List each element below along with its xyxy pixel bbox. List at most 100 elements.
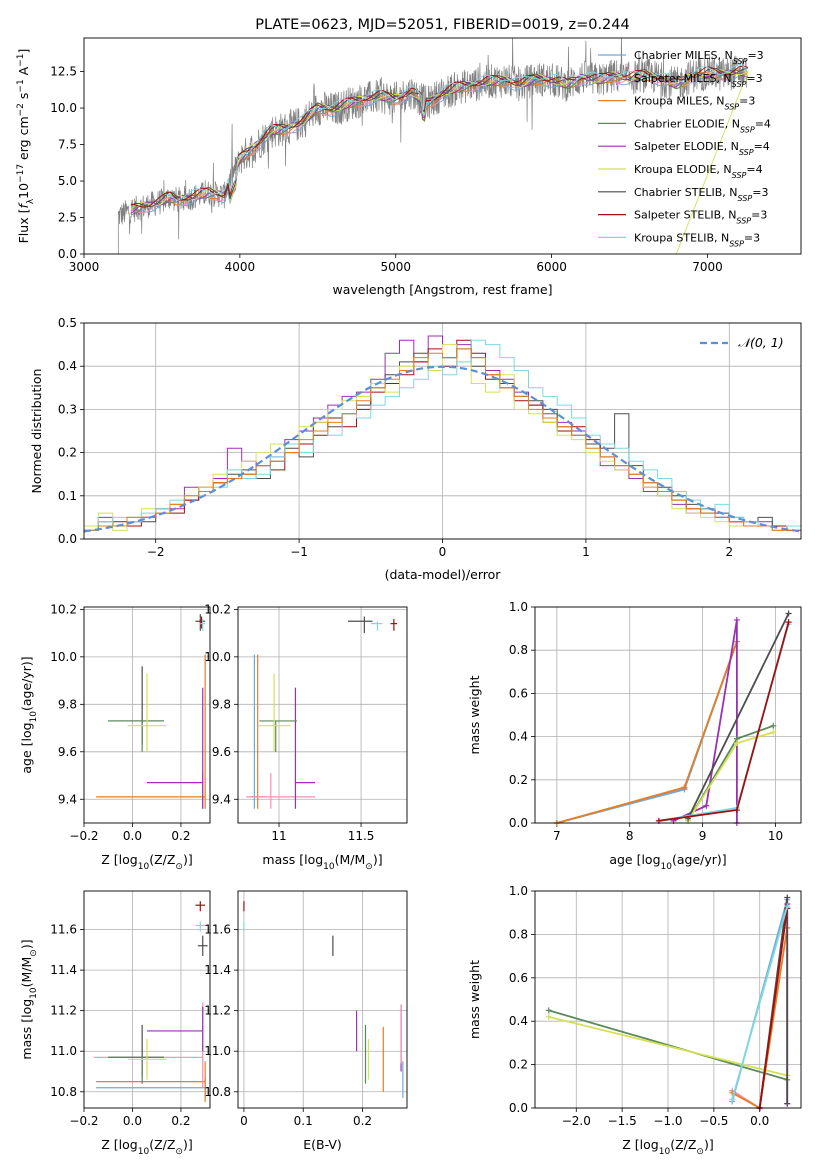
y-tick-label: 0.8 [509,927,528,941]
spectrum-model-line [130,67,749,207]
legend-entry-part: =3 [739,95,755,108]
x-tick-label: 0.1 [294,1114,313,1128]
y-tick-label: 0.2 [509,773,528,787]
x-tick-label: 7000 [692,260,723,274]
spectrum-title: PLATE=0623, MJD=52051, FIBERID=0019, z=0… [255,17,629,33]
spectrum-model-line [166,64,747,201]
legend-entry: Kroupa ELODIE, NSSP=4 [634,163,763,180]
x-axis-label: age [log10(age/yr)] [609,852,726,872]
x-axis-label-part: ⊙ [696,1147,704,1157]
y-axis-label-part: f [16,203,31,209]
y-tick-label: 11.4 [204,963,231,977]
x-tick-label: 2 [725,545,733,559]
errorbar-point [93,1002,204,1088]
y-tick-label: 11.2 [204,1004,231,1018]
weight-series-line [731,905,789,1100]
axes-frame [237,606,408,824]
x-axis-label-part: Z [log [101,1137,137,1152]
y-tick-label: 11.0 [50,1044,77,1058]
axes-frame [534,606,802,824]
weight-marker [784,1100,791,1107]
weight-series-line [731,927,789,1108]
spectrum-data-line [117,38,747,254]
age-vs-Z-panel: −0.2 0.0 0.29.49.69.810.010.2Z [log10(Z/Z⊙… [19,602,211,872]
y-tick-label: 11.6 [50,923,77,937]
x-tick-label: −0.2 [69,829,98,843]
x-axis-label-part: )] [704,1137,714,1152]
y-axis-label-part: A [16,66,31,79]
legend-entry-part: Salpeter MILES, N [634,72,732,85]
y-tick-label: 9.8 [58,697,77,711]
x-tick-label: 0.0 [123,829,142,843]
spectrum-panel: 3000 4000 5000 6000 7000 0.0 2.5 5.0 7.5 10.0 12.5… [16,17,802,297]
y-axis-label-part: −2 [16,103,26,116]
axes-frame [237,890,408,1109]
errorbar-point [370,621,383,631]
axes-frame [534,890,802,1109]
x-tick-label: 5000 [380,260,411,274]
y-tick-label: 10.8 [50,1085,77,1099]
errorbar-point [200,618,206,631]
x-axis-label: Z [log10(Z/Z⊙)] [101,1137,192,1157]
errorbar-point [347,616,373,634]
residuals-legend: 𝒩(0, 1) [700,335,784,350]
y-tick-label: 2.5 [58,211,77,225]
weight-marker [733,740,740,747]
weight-series-line [556,641,738,823]
x-axis-label: wavelength [Angstrom, rest frame] [332,282,552,297]
errorbar-point [195,614,206,631]
y-axis-label-part: Flux [ [16,209,31,244]
legend-entry-part: SSP [732,171,747,180]
x-tick-label: 0.2 [353,1114,372,1128]
legend-entry: Salpeter ELODIE, NSSP=4 [634,140,770,157]
x-axis-label-part: 10 [659,1147,671,1157]
age-vs-mass-panel: 11 11.5 9.4 9.6 9.8 10.0 10.2 mass [log10(M/M⊙)… [204,602,408,872]
legend-entry: Chabrier ELODIE, NSSP=4 [634,117,771,133]
weight-marker [733,616,740,623]
legend-entry-part: =3 [751,209,767,222]
errorbar-point [127,1039,167,1080]
y-axis-label: mass weight [467,675,482,754]
weight-marker [729,1096,736,1103]
weight-series-line [687,613,790,820]
weight-marker [703,802,710,809]
y-axis-label-part: erg cm [16,116,31,164]
weight-vs-Z-panel: −2.0 −1.5 −1.0 −0.5 0.0 0.0 0.2 0.4 0.6 0.8 1.0 Z [… [467,884,802,1157]
mass-vs-EBV-panel: 0 0.1 0.2 10.8 11.0 11.2 11.4 11.6 E(B-V) [204,890,408,1152]
legend-entry-part: SSP [724,102,739,111]
y-axis-label-part: −1 [16,53,26,66]
x-tick-label: −1.0 [653,1114,682,1128]
y-axis-label: age [log10(age/yr)] [19,656,39,773]
y-tick-label: 0.4 [509,730,528,744]
y-axis-label-part: λ [26,198,36,204]
x-axis-label-part: 10 [138,862,150,872]
y-tick-label: 9.4 [212,792,231,806]
y-tick-label: 1.0 [509,600,528,614]
y-tick-label: 11.0 [204,1044,231,1058]
x-axis-label-part: (Z/Z [149,852,175,867]
y-tick-label: 0.4 [509,1014,528,1028]
weight-marker [785,610,792,617]
y-tick-label: 0.2 [58,446,77,460]
legend-entry: 𝒩(0, 1) [738,335,784,350]
legend-entry-part: Chabrier ELODIE, N [634,117,740,130]
weight-marker [681,784,688,791]
legend-entry: Salpeter STELIB, NSSP=3 [634,209,767,226]
y-tick-label: 9.4 [58,792,77,806]
y-tick-label: 10.0 [50,650,77,664]
x-tick-label: 11 [271,829,286,843]
legend-entry-part: Chabrier STELIB, N [634,186,738,199]
x-axis-label-part: )] [183,1137,193,1152]
y-tick-label: 5.0 [58,174,77,188]
residuals-panel: −2 −1 0 1 2 0.0 0.1 0.2 0.3 0.4 0.5 (data-model)/er… [29,316,802,582]
x-axis-label-part: mass [log [262,852,323,867]
legend-entry-part: SSP [736,216,751,225]
legend-entry-part: =4 [754,140,770,153]
x-tick-label: −2.0 [562,1114,591,1128]
x-tick-label: 9 [699,829,707,843]
y-axis-label-part: s [16,93,31,104]
x-axis-label-part: 10 [138,1147,150,1157]
legend-entry-part: Salpeter STELIB, N [634,209,736,222]
errorbar-point [96,654,206,809]
